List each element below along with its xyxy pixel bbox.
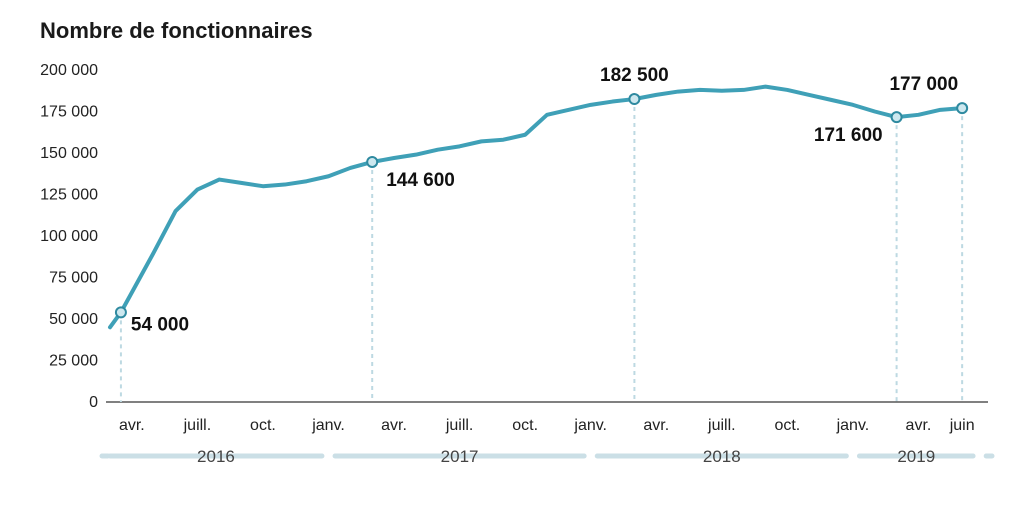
chart-title: Nombre de fonctionnaires — [40, 18, 313, 43]
line-chart: Nombre de fonctionnaires 0 25 000 50 000 75… — [0, 0, 1024, 512]
x-tick-label: avr. — [381, 417, 407, 434]
year-label: 2017 — [441, 447, 479, 466]
x-tick-label: janv. — [311, 417, 345, 434]
data-annotation: 177 000 — [889, 74, 958, 95]
data-series-line — [110, 87, 962, 328]
y-tick-label: 175 000 — [40, 104, 98, 121]
y-tick-label: 100 000 — [40, 228, 98, 245]
x-tick-label: juill. — [183, 417, 212, 434]
x-tick-label: oct. — [774, 417, 800, 434]
x-tick-label: oct. — [250, 417, 276, 434]
y-tick-label: 75 000 — [49, 270, 98, 287]
x-tick-label: janv. — [836, 417, 870, 434]
data-annotation: 182 500 — [600, 65, 669, 86]
y-tick-label: 150 000 — [40, 145, 98, 162]
y-tick-label: 0 — [89, 394, 98, 411]
data-marker — [116, 307, 126, 317]
x-tick-label: oct. — [512, 417, 538, 434]
data-marker — [957, 103, 967, 113]
y-axis-ticks: 0 25 000 50 000 75 000 100 000 125 000 150 000… — [40, 62, 98, 411]
x-tick-label: avr. — [906, 417, 932, 434]
data-marker — [629, 94, 639, 104]
x-tick-label: juill. — [707, 417, 736, 434]
data-marker — [367, 157, 377, 167]
year-label: 2019 — [897, 447, 935, 466]
x-tick-label: avr. — [119, 417, 145, 434]
y-tick-label: 50 000 — [49, 311, 98, 328]
data-annotation: 54 000 — [131, 314, 189, 335]
year-label: 2018 — [703, 447, 741, 466]
x-axis-ticks: avr. juill. oct. janv. avr. juill. oct. janv. av… — [119, 417, 975, 434]
year-label: 2016 — [197, 447, 235, 466]
data-annotations: 54 000 144 600 182 500 171 600 177 000 — [131, 65, 958, 335]
y-tick-label: 200 000 — [40, 62, 98, 79]
y-tick-label: 125 000 — [40, 187, 98, 204]
x-tick-label: janv. — [573, 417, 607, 434]
x-tick-label: juill. — [445, 417, 474, 434]
x-tick-label: avr. — [643, 417, 669, 434]
year-separator-bar: 2016 2017 2018 2019 — [102, 447, 992, 466]
y-tick-label: 25 000 — [49, 353, 98, 370]
data-annotation: 144 600 — [386, 170, 455, 191]
data-annotation: 171 600 — [814, 125, 883, 146]
data-marker — [892, 112, 902, 122]
x-tick-label: juin — [949, 417, 975, 434]
